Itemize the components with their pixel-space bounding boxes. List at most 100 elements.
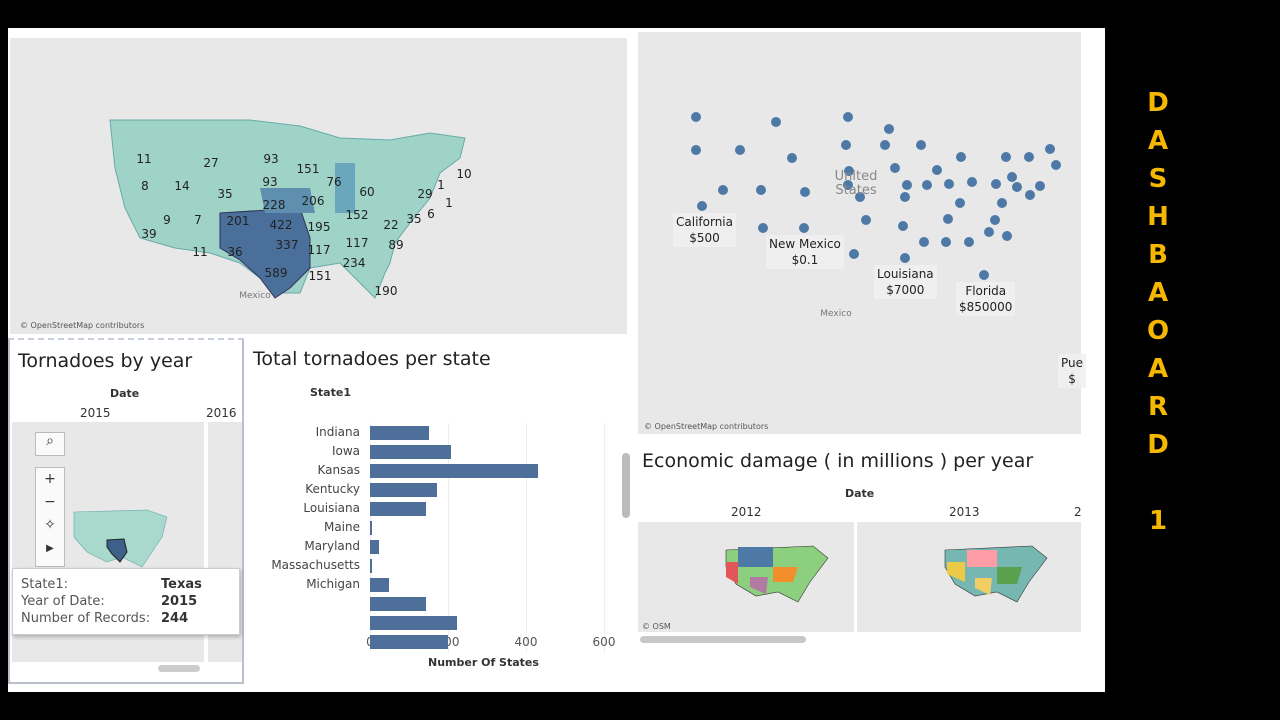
state-damage-point[interactable] — [855, 192, 865, 202]
state-damage-point[interactable] — [967, 177, 977, 187]
pin-icon[interactable]: ✧ — [44, 517, 56, 533]
state-damage-point[interactable] — [758, 223, 768, 233]
state-damage-point[interactable] — [902, 180, 912, 190]
side-title-letter: A — [1147, 126, 1169, 156]
state-damage-point[interactable] — [890, 163, 900, 173]
state-damage-point[interactable] — [771, 117, 781, 127]
state-damage-point[interactable] — [1007, 172, 1017, 182]
tornado-count-map[interactable]: 11 27 93 151 76 10 8 14 93 35 60 29 1 1 228 206 9 7 201 422… — [10, 38, 627, 334]
state-damage-point[interactable] — [900, 192, 910, 202]
bar[interactable] — [370, 483, 438, 497]
state-damage-point[interactable] — [1024, 152, 1034, 162]
bar[interactable] — [370, 578, 390, 592]
state-damage-point[interactable] — [964, 237, 974, 247]
state-damage-point[interactable] — [984, 227, 994, 237]
year-label: 2 — [1074, 505, 1082, 519]
state-damage-point[interactable] — [1012, 182, 1022, 192]
state-damage-point[interactable] — [943, 214, 953, 224]
state-value-label: 228 — [262, 198, 286, 212]
axis-title-y: State1 — [310, 386, 351, 399]
state-damage-point[interactable] — [991, 179, 1001, 189]
bar[interactable] — [370, 502, 427, 516]
state-damage-point[interactable] — [691, 112, 701, 122]
state-damage-point[interactable] — [799, 223, 809, 233]
state-value-label: 195 — [307, 220, 331, 234]
horizontal-scrollbar[interactable] — [640, 636, 806, 643]
label-value: $ — [1068, 372, 1076, 386]
state-damage-point[interactable] — [849, 249, 859, 259]
state-damage-point[interactable] — [941, 237, 951, 247]
horizontal-scrollbar[interactable] — [158, 665, 200, 672]
state-damage-point[interactable] — [1035, 181, 1045, 191]
damage-map-2013[interactable] — [857, 522, 1081, 632]
side-title-letter: 1 — [1148, 506, 1168, 536]
state-damage-point[interactable] — [800, 187, 810, 197]
side-title-letter: B — [1148, 240, 1168, 270]
state-value-label: 337 — [275, 238, 299, 252]
state-damage-point[interactable] — [898, 221, 908, 231]
zoom-in-button[interactable]: + — [44, 471, 56, 487]
state-damage-point[interactable] — [979, 270, 989, 280]
state-value-label: 190 — [374, 284, 398, 298]
state-value-label: 89 — [388, 238, 404, 252]
state-damage-point[interactable] — [956, 152, 966, 162]
state-damage-point[interactable] — [997, 198, 1007, 208]
bar[interactable] — [370, 464, 539, 478]
vertical-scrollbar[interactable] — [622, 453, 630, 518]
year-label: 2013 — [949, 505, 980, 519]
state-damage-point[interactable] — [844, 166, 854, 176]
state-damage-point[interactable] — [919, 237, 929, 247]
state-damage-point[interactable] — [861, 215, 871, 225]
state-damage-point[interactable] — [1001, 152, 1011, 162]
bar[interactable] — [370, 616, 457, 630]
bar[interactable] — [370, 540, 380, 554]
state-value-label: 117 — [307, 243, 331, 257]
play-button[interactable]: ▶ — [46, 543, 54, 554]
state-damage-point[interactable] — [990, 215, 1000, 225]
bar[interactable] — [370, 445, 452, 459]
state-damage-point[interactable] — [944, 179, 954, 189]
attribution: © OpenStreetMap contributors — [644, 422, 769, 431]
state-damage-point[interactable] — [697, 201, 707, 211]
state-damage-point[interactable] — [1002, 231, 1012, 241]
state-damage-point[interactable] — [1045, 144, 1055, 154]
state-damage-point[interactable] — [922, 180, 932, 190]
category-label: Maine — [323, 520, 360, 534]
map-label: New Mexico $0.1 — [766, 235, 844, 269]
state-value-label: 151 — [308, 269, 332, 283]
state-damage-point[interactable] — [756, 185, 766, 195]
state-damage-point[interactable] — [884, 124, 894, 134]
state-damage-point[interactable] — [932, 165, 942, 175]
state-damage-point[interactable] — [880, 140, 890, 150]
gridline — [604, 423, 605, 653]
tooltip-value: 2015 — [161, 594, 198, 609]
state-damage-point[interactable] — [955, 198, 965, 208]
economic-damage-map[interactable]: United States California $500 New Mexico $… — [638, 32, 1087, 434]
state-damage-point[interactable] — [1025, 190, 1035, 200]
state-damage-point[interactable] — [841, 140, 851, 150]
bar[interactable] — [370, 597, 427, 611]
map-label: Florida $850000 — [956, 282, 1016, 316]
us-states-shape — [109, 119, 466, 299]
label-state: New Mexico — [769, 237, 841, 251]
damage-map-2012[interactable]: © OSM — [638, 522, 854, 632]
state-damage-point[interactable] — [843, 112, 853, 122]
search-map-button[interactable]: ⌕ — [35, 432, 65, 456]
state-value-label: 1 — [437, 178, 445, 192]
zoom-out-button[interactable]: − — [44, 494, 56, 510]
state-damage-point[interactable] — [735, 145, 745, 155]
year-label: 2015 — [80, 406, 111, 420]
bar[interactable] — [370, 635, 448, 649]
state-damage-point[interactable] — [916, 140, 926, 150]
state-damage-point[interactable] — [900, 253, 910, 263]
state-damage-point[interactable] — [787, 153, 797, 163]
state-damage-point[interactable] — [718, 185, 728, 195]
state-damage-point[interactable] — [843, 180, 853, 190]
total-tornadoes-chart: Total tornadoes per state State1 0200400… — [246, 338, 636, 684]
bar[interactable] — [370, 426, 429, 440]
bar[interactable] — [370, 559, 372, 573]
bar[interactable] — [370, 521, 372, 535]
state-damage-point[interactable] — [691, 145, 701, 155]
side-title-letter: A — [1147, 354, 1169, 384]
state-damage-point[interactable] — [1051, 160, 1061, 170]
